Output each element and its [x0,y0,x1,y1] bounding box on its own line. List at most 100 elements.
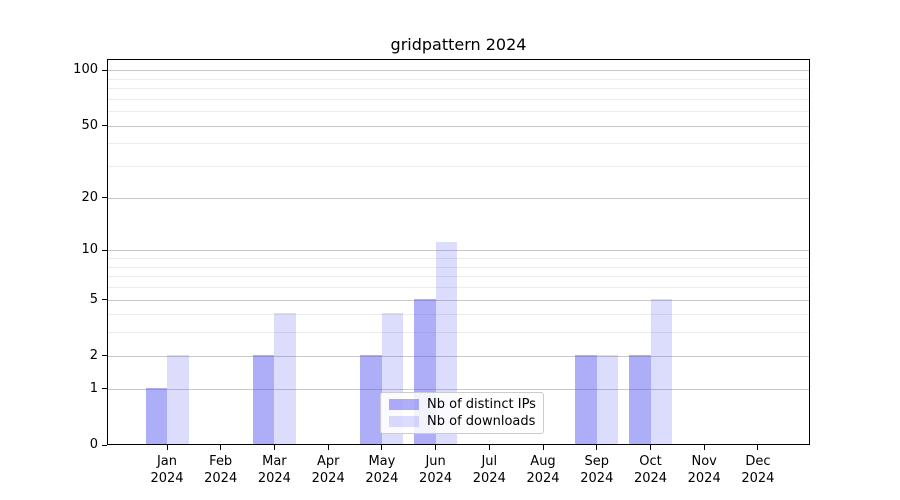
x-tick-label-month: Oct [639,454,662,469]
y-axis-tick [102,444,107,446]
x-axis-tick [166,445,168,450]
gridline-minor [108,78,809,80]
y-tick-label: 10 [81,242,98,258]
x-axis-tick [327,445,329,450]
y-tick-label: 5 [89,291,98,307]
chart-title: gridpattern 2024 [390,35,527,54]
y-tick-label: 2 [89,347,98,363]
x-tick-label-month: Jan [156,454,178,469]
x-tick-label-month: Nov [691,454,717,469]
gridline-minor [108,314,809,316]
gridline-minor [108,332,809,334]
x-tick-label-year: 2024 [526,471,560,486]
x-tick-label: Jun 2024 [404,453,468,487]
bar-downloads [274,313,296,444]
x-tick-label: Aug 2024 [511,453,575,487]
x-tick-label-month: Dec [745,454,771,469]
bar-distinct-ips [145,387,167,444]
x-axis-tick [703,445,705,450]
y-tick-label: 20 [81,189,98,205]
gridline-major [108,125,809,127]
x-tick-label: Oct 2024 [619,453,683,487]
x-tick-label: Dec 2024 [726,453,790,487]
legend-item-distinct-ips: Nb of distinct IPs [389,397,536,412]
legend-label: Nb of downloads [427,414,536,429]
gridline-major [108,70,809,72]
x-tick-label-month: Mar [262,454,287,469]
legend: Nb of distinct IPs Nb of downloads [380,392,544,434]
x-axis-tick [220,445,222,450]
y-axis-tick [102,299,107,300]
x-tick-label: Jul 2024 [457,453,521,487]
x-tick-label-year: 2024 [365,471,399,486]
legend-swatch-distinct-ips [389,399,419,410]
plot-area [107,59,810,445]
legend-label: Nb of distinct IPs [427,397,536,412]
x-axis-tick [596,445,598,450]
x-tick-label-year: 2024 [150,471,184,486]
bar-downloads [596,354,619,444]
gridline-major [108,197,809,199]
y-tick-label: 50 [81,117,98,133]
x-tick-label-month: Aug [530,454,556,469]
y-axis-tick [102,197,107,199]
x-tick-label-year: 2024 [580,471,614,486]
gridline-minor [108,88,809,90]
bar-distinct-ips [360,354,382,444]
bar-downloads [167,354,189,444]
x-tick-label-year: 2024 [257,471,291,486]
bar-distinct-ips [575,354,597,444]
y-axis-tick [102,69,107,71]
legend-item-downloads: Nb of downloads [389,414,535,429]
gridline-major [108,355,809,357]
gridline-minor [108,98,809,100]
x-axis-tick [435,445,437,450]
y-axis-tick [102,388,107,390]
x-tick-label: May 2024 [350,453,414,487]
x-tick-label-month: Apr [316,454,340,469]
legend-swatch-downloads [389,416,419,427]
y-axis-tick [102,249,107,251]
x-tick-label-year: 2024 [419,471,453,486]
x-tick-label-year: 2024 [204,471,238,486]
y-tick-label: 0 [89,437,98,452]
bar-distinct-ips [629,354,651,444]
x-axis-tick [757,445,759,450]
gridline-minor [108,258,809,259]
bar-downloads [650,298,672,444]
gridline-major [108,388,809,390]
x-tick-label: Nov 2024 [672,453,736,487]
x-tick-label: Jan 2024 [135,453,199,487]
gridline-minor [108,276,809,278]
x-axis-tick [650,445,651,450]
x-tick-label: Mar 2024 [242,453,306,487]
x-tick-label-year: 2024 [741,471,775,486]
x-tick-label-month: Sep [584,454,610,469]
x-tick-label-month: Jul [481,454,498,469]
y-axis-tick [102,355,107,357]
x-tick-label-month: Feb [209,454,233,469]
gridline-major [108,250,809,252]
y-tick-label: 1 [89,380,98,396]
gridline-minor [108,111,809,113]
x-tick-label-year: 2024 [472,471,506,486]
gridline-minor [108,143,809,145]
gridline-minor [108,287,809,288]
y-tick-label: 100 [73,62,98,78]
gridline-major [108,299,809,301]
bar-distinct-ips [252,354,275,444]
x-tick-label-year: 2024 [311,471,345,486]
x-tick-label-year: 2024 [687,471,721,486]
x-axis-tick [542,445,544,450]
x-tick-label-month: Jun [425,454,446,469]
y-axis-tick [102,125,107,127]
gridline-minor [108,266,809,268]
x-tick-label: Sep 2024 [565,453,629,487]
x-axis-tick [273,445,275,450]
x-axis-tick [488,445,490,450]
x-tick-label-year: 2024 [633,471,668,486]
gridline-minor [108,166,809,168]
x-tick-label: Apr 2024 [296,453,360,487]
x-tick-label-month: May [368,454,396,469]
